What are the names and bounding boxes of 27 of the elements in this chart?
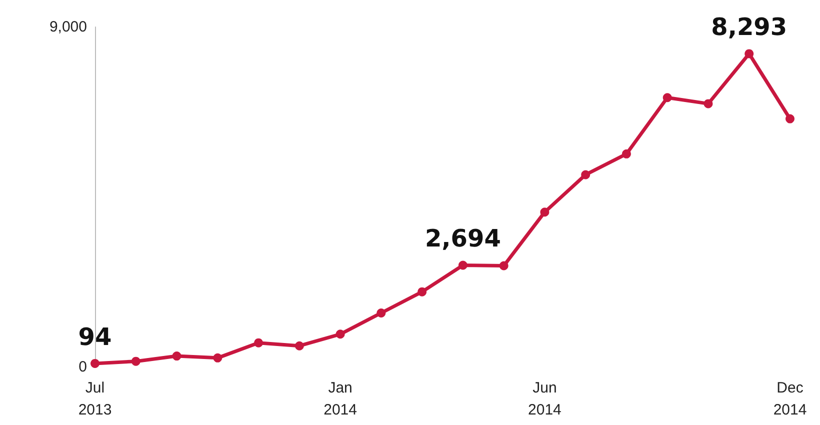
point [336, 330, 345, 339]
point [418, 287, 427, 296]
y-tick-label: 9,000 [49, 18, 87, 36]
point [499, 261, 508, 270]
point [458, 260, 468, 270]
point [294, 341, 304, 350]
x-tick-label: Jan 2014 [324, 380, 357, 418]
point [213, 353, 222, 362]
point [376, 308, 386, 318]
point [254, 338, 264, 348]
data-label: 94 [78, 322, 112, 351]
point [540, 208, 550, 217]
point [90, 358, 100, 368]
point [131, 356, 140, 366]
point [704, 99, 713, 108]
y-tick-label: 0 [78, 358, 87, 376]
point [744, 49, 754, 58]
data-label: 2,694 [424, 224, 501, 253]
x-tick-label: Dec 2014 [773, 380, 807, 418]
point [172, 352, 182, 361]
point [662, 93, 672, 102]
point [622, 149, 631, 158]
data-label: 8,293 [711, 13, 788, 42]
x-tick-label: Jun 2014 [528, 380, 562, 418]
point [786, 114, 794, 124]
point [581, 170, 590, 180]
x-tick-label: Jul 2013 [78, 380, 112, 418]
